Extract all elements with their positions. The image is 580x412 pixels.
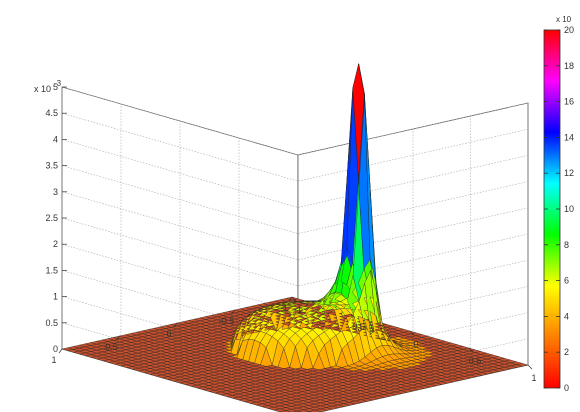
colorbar-tick-label: 8 (564, 240, 569, 250)
colorbar-tick: 0 (544, 383, 569, 393)
z-tick-label: 4.5 (45, 108, 58, 118)
z-tick-label: 0 (53, 344, 58, 354)
x-tick: -0.5 (219, 309, 235, 326)
x-tick: 1 (51, 348, 63, 365)
colorbar-tick: 16 (544, 97, 574, 107)
colorbar-tick: 4 (544, 311, 569, 321)
z-tick: 4 (53, 134, 67, 144)
x-tick-label: -1 (280, 303, 288, 313)
colorbar: 0 2 4 6 8 10 12 14 16 18 20 x 10 (543, 15, 574, 393)
colorbar-ticks: 0 2 4 6 8 10 12 14 16 18 20 (544, 25, 574, 393)
z-tick: 4.5 (45, 108, 67, 118)
colorbar-tick: 18 (544, 61, 574, 71)
y-tick-label: 0 (413, 339, 418, 349)
colorbar-multiplier: x 10 (556, 15, 572, 24)
x-tick-label: 0.5 (105, 342, 118, 352)
colorbar-tick: 8 (544, 240, 569, 250)
y-tick: 0 (409, 330, 419, 349)
z-tick: 5 (53, 82, 67, 92)
z-tick-label: 3.5 (45, 161, 58, 171)
z-tick-label: 1 (53, 292, 58, 302)
colorbar-tick-label: 20 (564, 25, 574, 35)
colorbar-tick-label: 14 (564, 132, 574, 142)
z-tick-label: 4 (53, 134, 58, 144)
colorbar-tick-label: 0 (564, 383, 569, 393)
colorbar-tick-label: 12 (564, 168, 574, 178)
z-tick-label: 2.5 (45, 213, 58, 223)
colorbar-tick: 2 (544, 347, 569, 357)
y-tick: -0.5 (349, 313, 365, 332)
y-axis-ticks: -1 -0.5 0 0.5 1 (291, 296, 537, 383)
colorbar-tick: 12 (544, 168, 574, 178)
colorbar-tick: 14 (544, 132, 574, 142)
y-tick-label: -0.5 (349, 322, 365, 332)
z-tick: 2.5 (45, 213, 67, 223)
z-tick-label: 5 (53, 82, 58, 92)
z-tick: 2 (53, 239, 67, 249)
z-tick: 3 (53, 187, 67, 197)
colorbar-tick: 10 (544, 204, 574, 214)
z-multiplier-exponent: -3 (54, 79, 62, 88)
colorbar-tick-label: 16 (564, 97, 574, 107)
z-tick-label: 0.5 (45, 318, 58, 328)
x-axis-ticks: -1 -0.5 0 0.5 1 (51, 296, 293, 365)
z-tick-label: 1.5 (45, 265, 58, 275)
colorbar-tick-label: 4 (564, 311, 569, 321)
z-axis-ticks: 0 0.5 1 1.5 2 2.5 3 3.5 4 4.5 5 (45, 82, 67, 354)
z-tick-label: 2 (53, 239, 58, 249)
surface-mesh (61, 63, 529, 412)
z-tick: 0.5 (45, 318, 67, 328)
colorbar-tick: 20 (544, 25, 574, 35)
y-tick-label: 0.5 (469, 356, 482, 366)
y-tick-label: 1 (531, 373, 536, 383)
z-tick-label: 3 (53, 187, 58, 197)
y-tick: 1 (527, 364, 537, 383)
z-tick: 3.5 (45, 161, 67, 171)
colorbar-tick-label: 2 (564, 347, 569, 357)
surface-patch (516, 363, 529, 367)
colorbar-tick-label: 6 (564, 276, 569, 286)
z-multiplier-label: x 10 (34, 84, 51, 94)
x-tick: 0 (166, 322, 178, 339)
z-tick: 1 (53, 292, 67, 302)
y-tick: 0.5 (469, 347, 482, 366)
x-tick: -1 (280, 296, 293, 313)
x-tick: 0.5 (105, 335, 120, 352)
x-tick-label: 0 (166, 329, 171, 339)
colorbar-tick-label: 18 (564, 61, 574, 71)
y-tick-label: -1 (294, 305, 302, 315)
y-tick: -1 (291, 296, 302, 315)
z-tick: 1.5 (45, 265, 67, 275)
x-tick-label: 1 (51, 355, 56, 365)
colorbar-tick: 6 (544, 276, 569, 286)
x-tick-label: -0.5 (219, 316, 235, 326)
colorbar-tick-label: 10 (564, 204, 574, 214)
